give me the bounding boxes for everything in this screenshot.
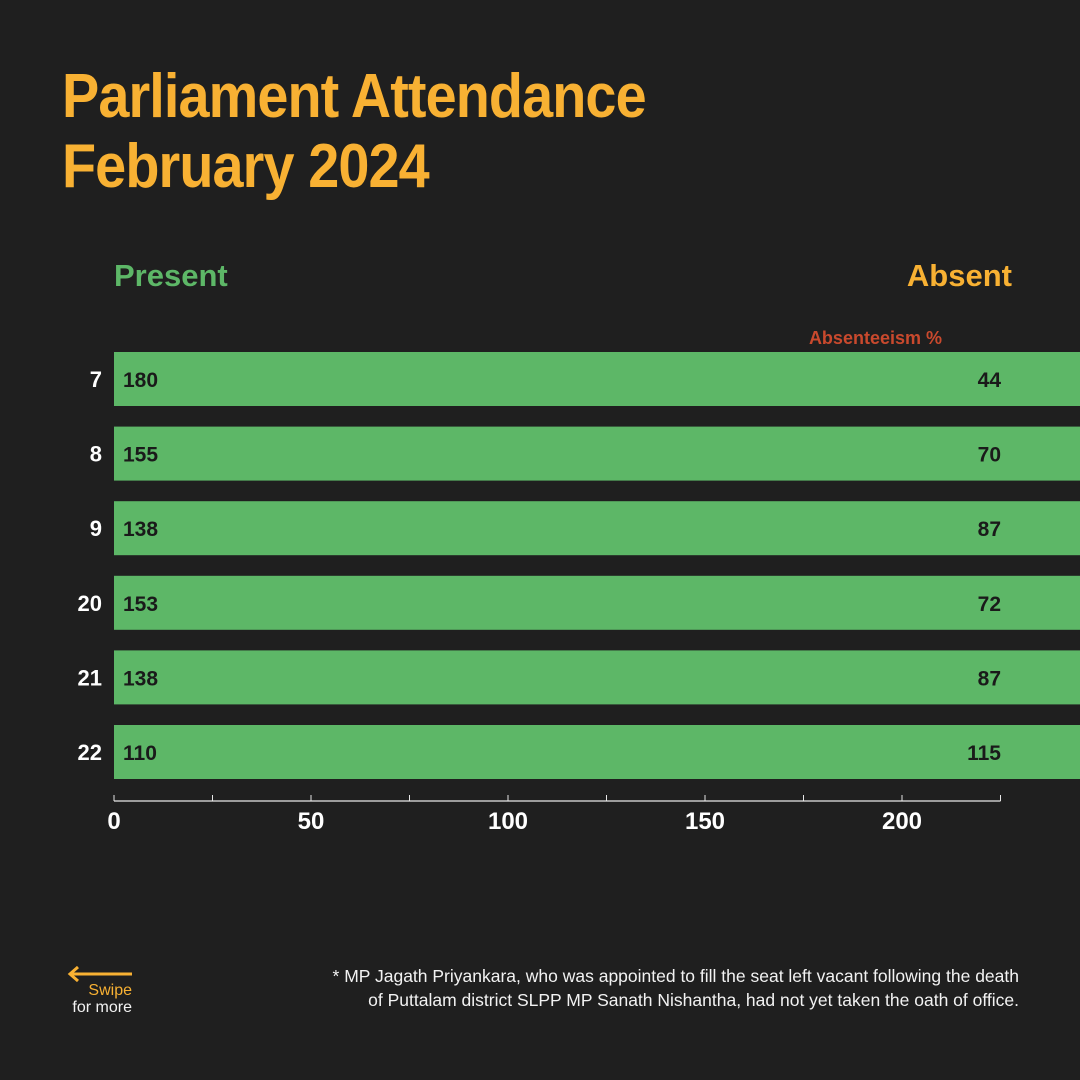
bar-present-7 (114, 352, 1080, 406)
footnote-line-1: * MP Jagath Priyankara, who was appointe… (332, 966, 1019, 986)
bar-present-22 (114, 725, 1080, 779)
category-label-20: 20 (78, 591, 102, 616)
chart-title: Parliament Attendance February 2024 (62, 62, 647, 202)
category-label-8: 8 (90, 442, 102, 467)
swipe-label: Swipe (88, 982, 132, 999)
x-tick-label: 200 (882, 808, 922, 835)
present-value-22: 110 (123, 742, 157, 765)
bar-present-8 (114, 426, 1080, 481)
x-tick-label: 150 (685, 808, 725, 835)
legend-absent: Absent (906, 258, 1012, 293)
absent-value-8: 70 (978, 444, 1001, 467)
absent-value-7: 44 (978, 369, 1002, 392)
legend-present: Present (114, 258, 228, 293)
present-value-21: 138 (123, 667, 158, 690)
category-label-22: 22 (78, 740, 102, 765)
swipe-hint[interactable]: Swipe for more (58, 966, 132, 1016)
present-value-7: 180 (123, 369, 158, 392)
absenteeism-label: Absenteeism % (808, 328, 942, 348)
bar-present-20 (114, 575, 1080, 630)
title-line-2: February 2024 (62, 132, 430, 201)
bar-present-21 (114, 650, 1080, 705)
absent-value-20: 72 (978, 593, 1001, 616)
present-value-8: 155 (123, 444, 158, 467)
left-arrow-icon (67, 966, 132, 982)
x-tick-label: 100 (488, 808, 528, 835)
x-tick-label: 50 (298, 808, 325, 835)
x-tick-label: 0 (107, 808, 120, 835)
footnote: * MP Jagath Priyankara, who was appointe… (189, 964, 1019, 1012)
present-value-9: 138 (123, 518, 158, 541)
absent-value-21: 87 (978, 667, 1001, 690)
swipe-sublabel: for more (72, 999, 132, 1016)
absent-value-9: 87 (978, 518, 1001, 541)
bar-present-9 (114, 501, 1080, 556)
footnote-line-2: of Puttalam district SLPP MP Sanath Nish… (368, 990, 1019, 1010)
category-label-9: 9 (90, 516, 102, 541)
category-label-7: 7 (90, 367, 102, 392)
present-value-20: 153 (123, 593, 158, 616)
category-label-21: 21 (78, 665, 102, 690)
title-line-1: Parliament Attendance (62, 62, 647, 131)
absent-value-22: 115 (967, 742, 1001, 765)
